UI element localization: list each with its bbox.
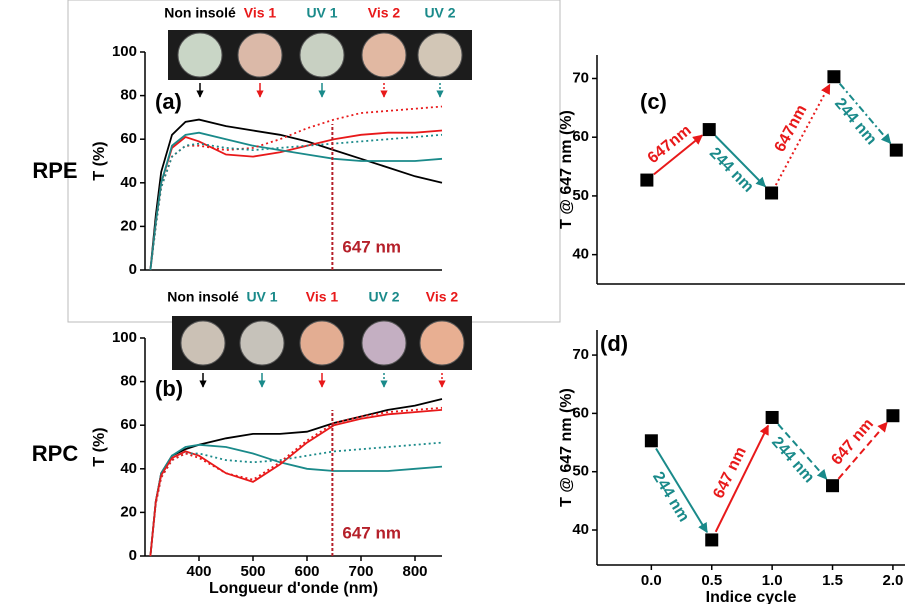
row-label: RPE — [32, 158, 77, 183]
data-point — [765, 186, 779, 200]
row-label: RPC — [32, 441, 79, 466]
data-point — [702, 123, 716, 137]
y-tick-label: 40 — [572, 521, 589, 538]
transition-arrow — [837, 421, 888, 480]
transition-arrow — [714, 424, 770, 533]
sample-disc — [417, 32, 463, 78]
y-tick-label: 80 — [120, 87, 137, 104]
spectrum-line — [149, 443, 443, 557]
legend-label: Vis 1 — [306, 289, 339, 305]
x-tick-label: 1.0 — [762, 572, 783, 589]
spectrum-line — [149, 105, 443, 271]
reference-label: 647 nm — [342, 237, 401, 256]
data-point — [640, 173, 654, 187]
y-tick-label: 50 — [572, 187, 589, 204]
panel-label: (b) — [155, 376, 183, 401]
transition-arrow — [777, 423, 828, 480]
legend-label: UV 2 — [424, 5, 455, 21]
y-axis-label: T (%) — [91, 427, 108, 466]
data-point — [889, 143, 903, 157]
panel-label: (c) — [640, 89, 667, 114]
transition-arrow — [774, 83, 831, 186]
legend-label: UV 2 — [368, 289, 399, 305]
sample-disc — [237, 32, 283, 78]
x-axis-label: Longueur d'onde (nm) — [209, 580, 378, 597]
y-tick-label: 20 — [120, 503, 137, 520]
data-point — [705, 533, 719, 547]
data-point — [826, 479, 840, 493]
y-tick-label: 20 — [120, 217, 137, 234]
spectrum-line — [149, 118, 443, 271]
y-tick-label: 100 — [112, 43, 137, 60]
legend-label: Vis 2 — [426, 289, 459, 305]
reference-label: 647 nm — [342, 523, 401, 542]
spectrum-line — [149, 133, 443, 271]
x-tick-label: 800 — [402, 563, 427, 580]
y-tick-label: 60 — [120, 130, 137, 147]
transition-arrow — [714, 135, 766, 188]
x-tick-label: 0.5 — [701, 572, 722, 589]
legend-label: Non insolé — [164, 5, 236, 21]
y-axis-label: T (%) — [91, 141, 108, 180]
x-tick-label: 600 — [294, 563, 319, 580]
sample-disc — [361, 320, 407, 366]
legend-label: UV 1 — [306, 5, 337, 21]
data-point — [765, 410, 779, 424]
arrow-label: 647nm — [772, 102, 811, 155]
panel-label: (d) — [600, 331, 628, 356]
y-tick-label: 40 — [572, 246, 589, 263]
y-tick-label: 0 — [129, 261, 137, 278]
x-tick-label: 500 — [240, 563, 265, 580]
sample-disc — [299, 320, 345, 366]
x-tick-label: 0.0 — [641, 572, 662, 589]
sample-disc — [299, 32, 345, 78]
sample-disc — [239, 320, 285, 366]
transition-arrow — [653, 134, 704, 176]
y-axis-label: T @ 647 nm (%) — [558, 110, 575, 229]
transition-arrow — [655, 447, 708, 534]
sample-disc — [177, 32, 223, 78]
y-tick-label: 60 — [120, 416, 137, 433]
x-tick-label: 400 — [186, 563, 211, 580]
spectrum-line — [149, 406, 443, 557]
y-tick-label: 60 — [572, 404, 589, 421]
y-tick-label: 40 — [120, 174, 137, 191]
spectrum-line — [149, 131, 443, 271]
panel-label: (a) — [155, 89, 182, 114]
legend-label: UV 1 — [246, 289, 277, 305]
data-point — [644, 434, 658, 448]
x-axis-label: Indice cycle — [706, 589, 797, 604]
y-tick-label: 60 — [572, 128, 589, 145]
x-tick-label: 1.5 — [822, 572, 843, 589]
y-axis-label: T @ 647 nm (%) — [558, 388, 575, 507]
transition-arrow — [838, 82, 892, 145]
y-tick-label: 0 — [129, 547, 137, 564]
legend-label: Vis 2 — [368, 5, 401, 21]
x-tick-label: 2.0 — [882, 572, 903, 589]
x-tick-label: 700 — [348, 563, 373, 580]
spectrum-line — [149, 409, 443, 557]
y-tick-label: 70 — [572, 346, 589, 363]
data-point — [827, 70, 841, 84]
sample-disc — [419, 320, 465, 366]
sample-disc — [361, 32, 407, 78]
sample-disc — [180, 320, 226, 366]
legend-label: Vis 1 — [244, 5, 277, 21]
legend-label: Non insolé — [167, 289, 239, 305]
y-tick-label: 70 — [572, 69, 589, 86]
y-tick-label: 100 — [112, 329, 137, 346]
y-tick-label: 40 — [120, 460, 137, 477]
y-tick-label: 50 — [572, 463, 589, 480]
data-point — [886, 409, 900, 423]
y-tick-label: 80 — [120, 373, 137, 390]
